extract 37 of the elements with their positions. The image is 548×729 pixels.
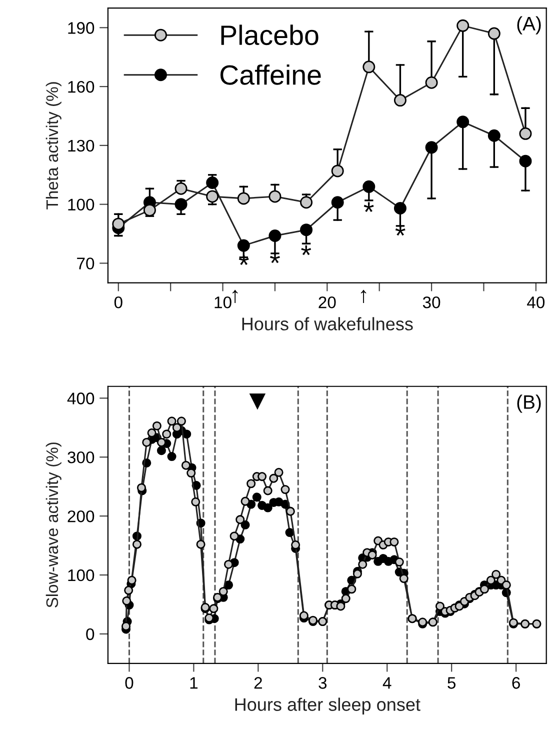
y-tick-label: 160: [68, 80, 94, 93]
text: ↑: [232, 290, 238, 304]
y-tick-label: 100: [68, 198, 94, 211]
annotation: (B): [517, 394, 541, 413]
y-tick-label: 130: [68, 140, 94, 152]
x-tick-label: 20: [318, 296, 336, 308]
y-axis-title: Slow-wave activity (%): [46, 442, 62, 608]
y-tick-label: 200: [68, 510, 94, 522]
text: ↑: [360, 290, 366, 304]
x-tick-label: 2: [254, 677, 262, 689]
annotation: *: [301, 245, 312, 256]
y-tick-label: 300: [68, 452, 94, 464]
legend-label: Caffeine: [220, 64, 321, 85]
annotation: *: [395, 226, 406, 236]
x-tick-label: 0: [114, 296, 122, 308]
y-axis-title: Theta activity (%): [46, 82, 62, 210]
x-tick-label: 4: [382, 677, 392, 689]
x-tick-label: 30: [422, 296, 440, 308]
y-tick-label: 400: [67, 392, 94, 404]
x-tick-label: 6: [512, 677, 520, 689]
x-tick-label: 10: [214, 296, 232, 308]
y-tick-label: 0: [86, 628, 94, 640]
x-axis-title: Hours after sleep onset: [235, 698, 420, 715]
annotation: *: [270, 253, 280, 264]
annotation: (A): [517, 16, 541, 34]
x-axis-title: Hours of wakefulness: [242, 317, 413, 330]
x-tick-label: 0: [125, 677, 134, 689]
y-tick-label: 190: [68, 22, 94, 34]
annotation: *: [364, 202, 374, 212]
x-tick-label: 5: [448, 677, 456, 689]
annotation: ▼: [249, 393, 266, 410]
x-tick-label: 3: [318, 677, 327, 689]
legend-label: Placebo: [221, 24, 318, 46]
x-tick-label: 1: [190, 677, 198, 689]
y-tick-label: 70: [77, 258, 94, 270]
y-tick-label: 100: [68, 569, 94, 582]
x-tick-label: 40: [527, 296, 545, 308]
